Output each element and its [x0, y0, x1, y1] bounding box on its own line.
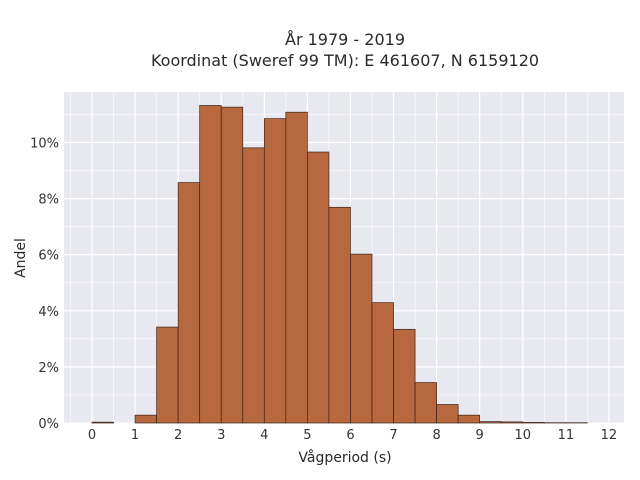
histogram-bar [177, 182, 201, 424]
histogram-bar [242, 147, 265, 424]
x-tick-label: 9 [476, 428, 484, 443]
y-tick-label: 10% [30, 136, 59, 151]
x-tick-label: 8 [432, 428, 440, 443]
histogram-bar [307, 151, 330, 424]
y-tick-label: 4% [38, 305, 59, 320]
x-tick-label: 10 [514, 428, 531, 443]
x-tick-label: 4 [260, 428, 268, 443]
x-tick-label: 7 [389, 428, 397, 443]
histogram-bar [414, 382, 437, 424]
x-tick-label: 12 [601, 428, 618, 443]
y-tick-label: 6% [38, 249, 59, 264]
x-axis-ticks: 0 1 2 3 4 5 6 7 8 9 10 11 12 [88, 428, 617, 443]
x-tick-label: 1 [131, 428, 139, 443]
chart-title-line1: År 1979 - 2019 [285, 30, 405, 49]
histogram-bar [457, 414, 481, 424]
histogram-bar [263, 118, 287, 424]
y-tick-label: 2% [38, 361, 59, 376]
chart-title-line2: Koordinat (Sweref 99 TM): E 461607, N 61… [151, 51, 539, 70]
x-tick-label: 2 [174, 428, 182, 443]
histogram-bar [436, 404, 459, 424]
histogram-bar [479, 421, 502, 424]
y-tick-label: 8% [38, 193, 59, 208]
histogram-bar [350, 253, 373, 424]
x-tick-label: 0 [88, 428, 96, 443]
y-tick-label: 0% [38, 417, 59, 432]
histogram-bar [220, 106, 244, 424]
y-axis-label: Andel [13, 238, 29, 278]
histogram-bar [91, 421, 114, 424]
histogram-bar [156, 326, 179, 424]
x-tick-label: 5 [303, 428, 311, 443]
histogram-bar [285, 111, 308, 424]
y-axis-ticks: 0% 2% 4% 6% 8% 10% [30, 136, 59, 432]
histogram-bar [500, 421, 524, 424]
x-tick-label: 3 [217, 428, 225, 443]
histogram-bar [134, 414, 157, 424]
histogram-bar [371, 302, 394, 424]
histogram-bar [199, 105, 222, 424]
x-axis-label: Vågperiod (s) [298, 449, 391, 466]
histogram-bar [522, 422, 545, 424]
histogram-bar [328, 206, 351, 424]
bars-group [91, 105, 588, 424]
histogram-bar [393, 328, 416, 424]
x-tick-label: 6 [346, 428, 354, 443]
x-tick-label: 11 [558, 428, 575, 443]
